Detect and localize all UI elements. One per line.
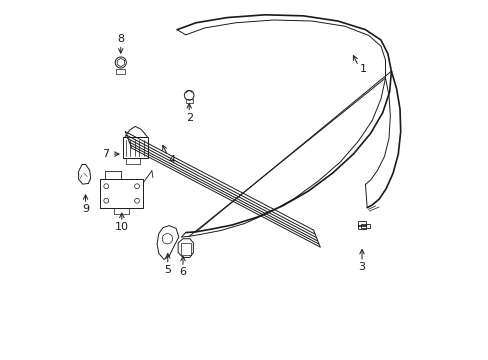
Bar [100, 179, 143, 208]
Bar [122, 138, 147, 158]
Bar [357, 221, 366, 226]
Text: 1: 1 [360, 64, 366, 75]
Text: 5: 5 [164, 265, 171, 275]
Text: 4: 4 [168, 155, 175, 165]
Bar [116, 69, 125, 73]
Text: 6: 6 [179, 267, 186, 277]
Text: 2: 2 [185, 113, 192, 123]
Text: 7: 7 [102, 149, 109, 159]
Text: 8: 8 [117, 34, 124, 44]
Text: 9: 9 [82, 204, 89, 214]
Text: 10: 10 [115, 222, 128, 232]
Bar [361, 224, 369, 228]
Text: 3: 3 [358, 262, 365, 272]
Bar [185, 99, 192, 103]
Bar [357, 225, 366, 229]
Bar [181, 243, 190, 255]
